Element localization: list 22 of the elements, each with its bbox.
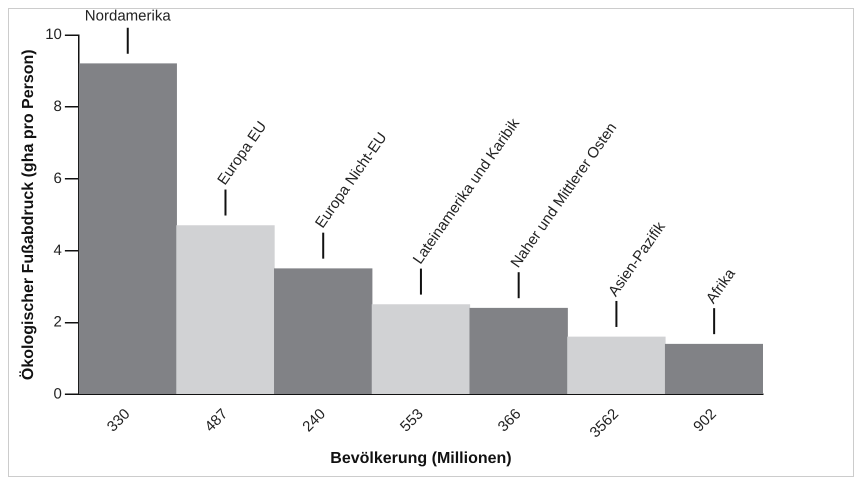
y-tick-label: 6: [54, 170, 62, 187]
x-tick-label: 366: [494, 406, 524, 436]
bar: [664, 344, 763, 394]
y-tick-label: 10: [45, 26, 62, 44]
y-tick-label: 8: [54, 98, 62, 116]
x-tick-label: 553: [396, 406, 427, 436]
x-tick-label: 902: [690, 406, 720, 436]
y-axis-title: Ökologischer Fußabdruck (gha pro Person): [19, 49, 38, 380]
y-tick-label: 2: [54, 314, 62, 331]
x-tick-label: 240: [299, 406, 329, 436]
bar: [176, 225, 275, 394]
y-tick-label: 4: [54, 242, 62, 259]
x-tick-label: 487: [202, 406, 232, 436]
bar: [372, 304, 470, 394]
annotation: Nordamerika: [84, 7, 172, 24]
y-tick-label: 0: [54, 386, 62, 403]
bar: [469, 308, 568, 394]
x-axis-title: Bevölkerung (Millionen): [330, 450, 512, 467]
bar: [274, 268, 372, 394]
bar: [567, 336, 666, 394]
bar: [78, 63, 177, 394]
x-tick-label: 330: [104, 406, 134, 436]
